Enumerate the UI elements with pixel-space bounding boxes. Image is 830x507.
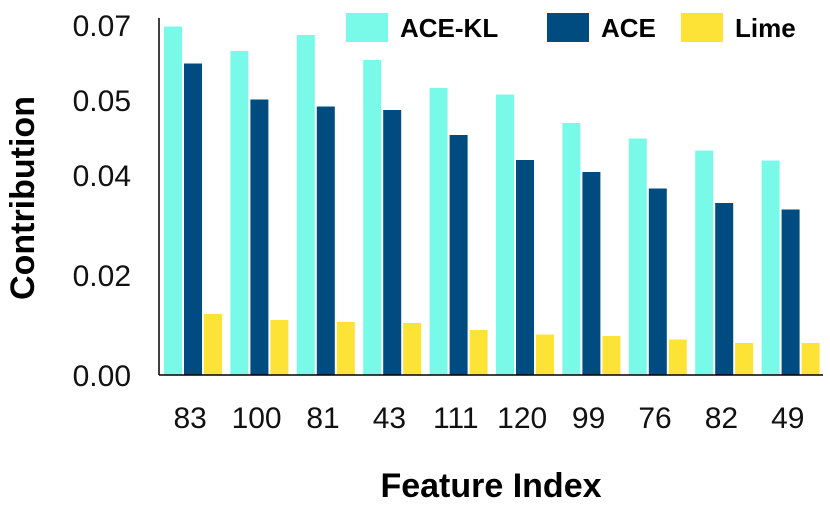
x-tick-label: 111: [433, 402, 479, 435]
y-axis-title: Contribution: [4, 96, 42, 300]
bar-ace-120: [516, 160, 534, 375]
bar-ace-82: [715, 203, 734, 375]
bar-ace-kl-100: [230, 51, 249, 375]
x-tick-label: 99: [572, 402, 605, 435]
bar-lime-99: [602, 336, 621, 375]
x-tick-label: 43: [373, 402, 406, 435]
y-tick-label: 0.05: [73, 85, 131, 118]
bar-ace-83: [184, 63, 202, 375]
x-axis-title: Feature Index: [380, 467, 601, 505]
bar-ace-kl-76: [628, 138, 647, 375]
bars-group: [164, 26, 820, 375]
y-tick-labels: 0.00 0.02 0.04 0.05 0.07: [73, 10, 131, 393]
bar-ace-81: [316, 106, 335, 375]
bar-ace-kl-111: [429, 88, 448, 375]
bar-lime-111: [469, 330, 488, 375]
legend-label-ace-kl: ACE-KL: [400, 13, 498, 43]
bar-lime-100: [270, 320, 289, 375]
y-tick-label: 0.00: [73, 360, 131, 393]
legend-label-ace: ACE: [601, 13, 656, 43]
bar-ace-111: [449, 135, 468, 375]
bar-ace-99: [582, 172, 601, 375]
bar-ace-kl-82: [695, 150, 714, 375]
x-tick-label: 100: [232, 402, 282, 435]
x-tick-label: 82: [705, 402, 738, 435]
bar-ace-kl-81: [296, 35, 315, 375]
y-tick-label: 0.07: [73, 10, 131, 43]
bar-lime-43: [403, 323, 422, 375]
legend-swatch-ace: [547, 13, 589, 42]
bar-ace-49: [781, 209, 800, 375]
x-tick-label: 120: [497, 402, 547, 435]
bar-lime-76: [668, 339, 687, 375]
x-tick-label: 83: [174, 402, 207, 435]
legend-swatch-ace-kl: [346, 13, 388, 42]
legend: ACE-KL ACE Lime: [346, 13, 796, 43]
bar-ace-76: [648, 188, 667, 375]
x-tick-labels: 83 100 81 43 111 120 99 76 82 49: [174, 402, 805, 435]
bar-ace-kl-83: [164, 26, 182, 375]
bar-lime-120: [536, 334, 554, 375]
x-tick-label: 81: [306, 402, 339, 435]
y-tick-label: 0.04: [73, 160, 131, 193]
legend-label-lime: Lime: [735, 13, 796, 43]
bar-ace-43: [383, 110, 402, 375]
bar-ace-kl-99: [562, 123, 581, 375]
bar-lime-83: [204, 314, 222, 375]
bar-lime-82: [735, 343, 754, 375]
bar-lime-81: [336, 322, 355, 375]
bar-lime-49: [801, 343, 820, 375]
bar-ace-kl-120: [496, 94, 514, 375]
x-tick-label: 76: [638, 402, 671, 435]
bar-ace-100: [250, 99, 269, 375]
legend-swatch-lime: [681, 13, 723, 42]
bar-ace-kl-49: [761, 160, 780, 375]
x-tick-label: 49: [771, 402, 804, 435]
y-tick-label: 0.02: [73, 260, 131, 293]
bar-ace-kl-43: [363, 60, 382, 375]
